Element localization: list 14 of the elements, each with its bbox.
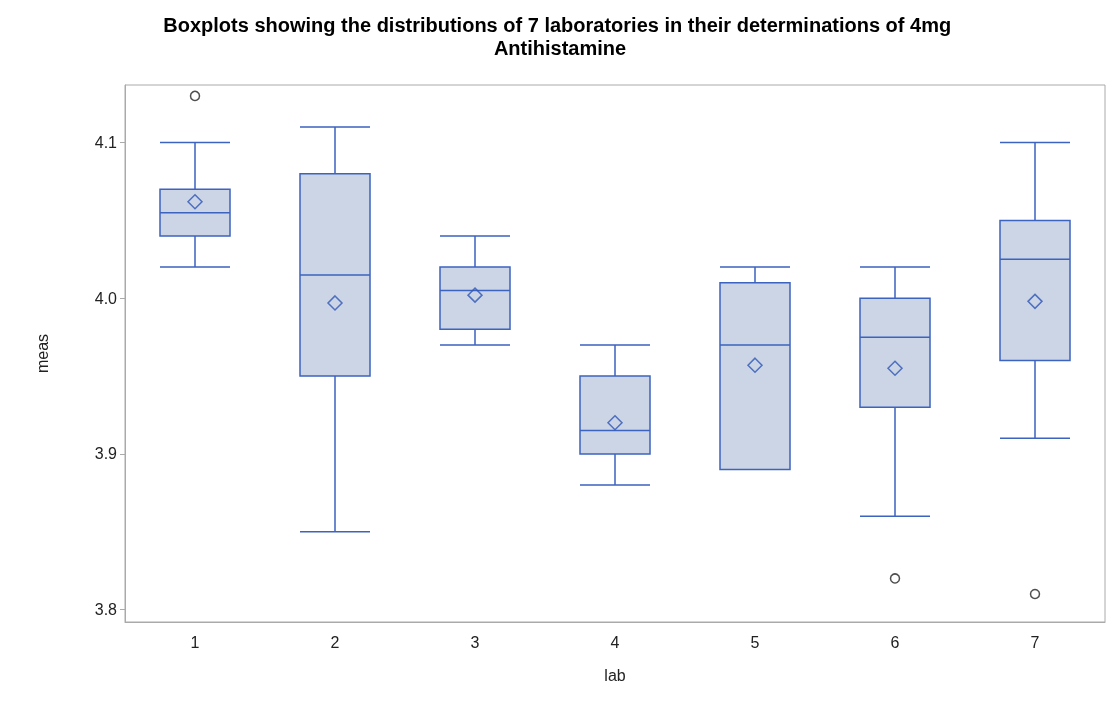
x-axis-title: lab	[604, 666, 626, 684]
x-tick-label: 1	[190, 633, 200, 651]
x-tick-label: 5	[750, 633, 760, 651]
y-tick-label: 3.8	[94, 601, 118, 619]
y-tick-label: 4.0	[94, 289, 118, 307]
y-tick-label: 3.9	[94, 445, 118, 463]
y-tick-label: 4.1	[94, 134, 118, 152]
chart-title: Boxplots showing the distributions of 7 laboratories in their determinations of 4mg Antihistamine	[163, 13, 957, 59]
y-axis-title: meas	[33, 333, 51, 374]
x-tick-label: 4	[610, 633, 620, 651]
x-tick-label: 7	[1030, 633, 1040, 651]
x-tick-label: 3	[470, 633, 480, 651]
x-tick-label: 6	[890, 633, 900, 651]
x-tick-label: 2	[330, 633, 340, 651]
